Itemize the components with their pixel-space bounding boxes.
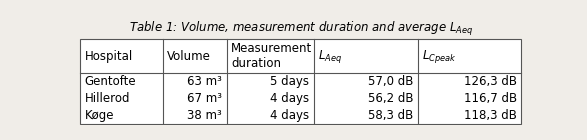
Text: 126,3 dB: 126,3 dB — [464, 75, 517, 88]
Text: $L_{Cpeak}$: $L_{Cpeak}$ — [422, 48, 457, 65]
Text: Volume: Volume — [167, 50, 211, 63]
Text: 58,3 dB: 58,3 dB — [368, 109, 413, 122]
Text: Table 1: Volume, measurement duration and average $L_{Aeq}$: Table 1: Volume, measurement duration an… — [129, 20, 473, 38]
Text: 4 days: 4 days — [270, 109, 309, 122]
Text: 5 days: 5 days — [270, 75, 309, 88]
Text: 4 days: 4 days — [270, 92, 309, 105]
Text: Measurement
duration: Measurement duration — [231, 42, 312, 70]
Text: 38 m³: 38 m³ — [187, 109, 222, 122]
Text: Hillerod: Hillerod — [85, 92, 130, 105]
Bar — [80, 39, 521, 123]
Text: $L_{Aeq}$: $L_{Aeq}$ — [318, 48, 343, 65]
Text: Gentofte: Gentofte — [85, 75, 136, 88]
Text: 67 m³: 67 m³ — [187, 92, 222, 105]
Text: 118,3 dB: 118,3 dB — [464, 109, 517, 122]
Text: 116,7 dB: 116,7 dB — [464, 92, 517, 105]
Text: 63 m³: 63 m³ — [187, 75, 222, 88]
Text: 57,0 dB: 57,0 dB — [367, 75, 413, 88]
Text: Køge: Køge — [85, 109, 114, 122]
Text: Hospital: Hospital — [85, 50, 133, 63]
Text: 56,2 dB: 56,2 dB — [367, 92, 413, 105]
